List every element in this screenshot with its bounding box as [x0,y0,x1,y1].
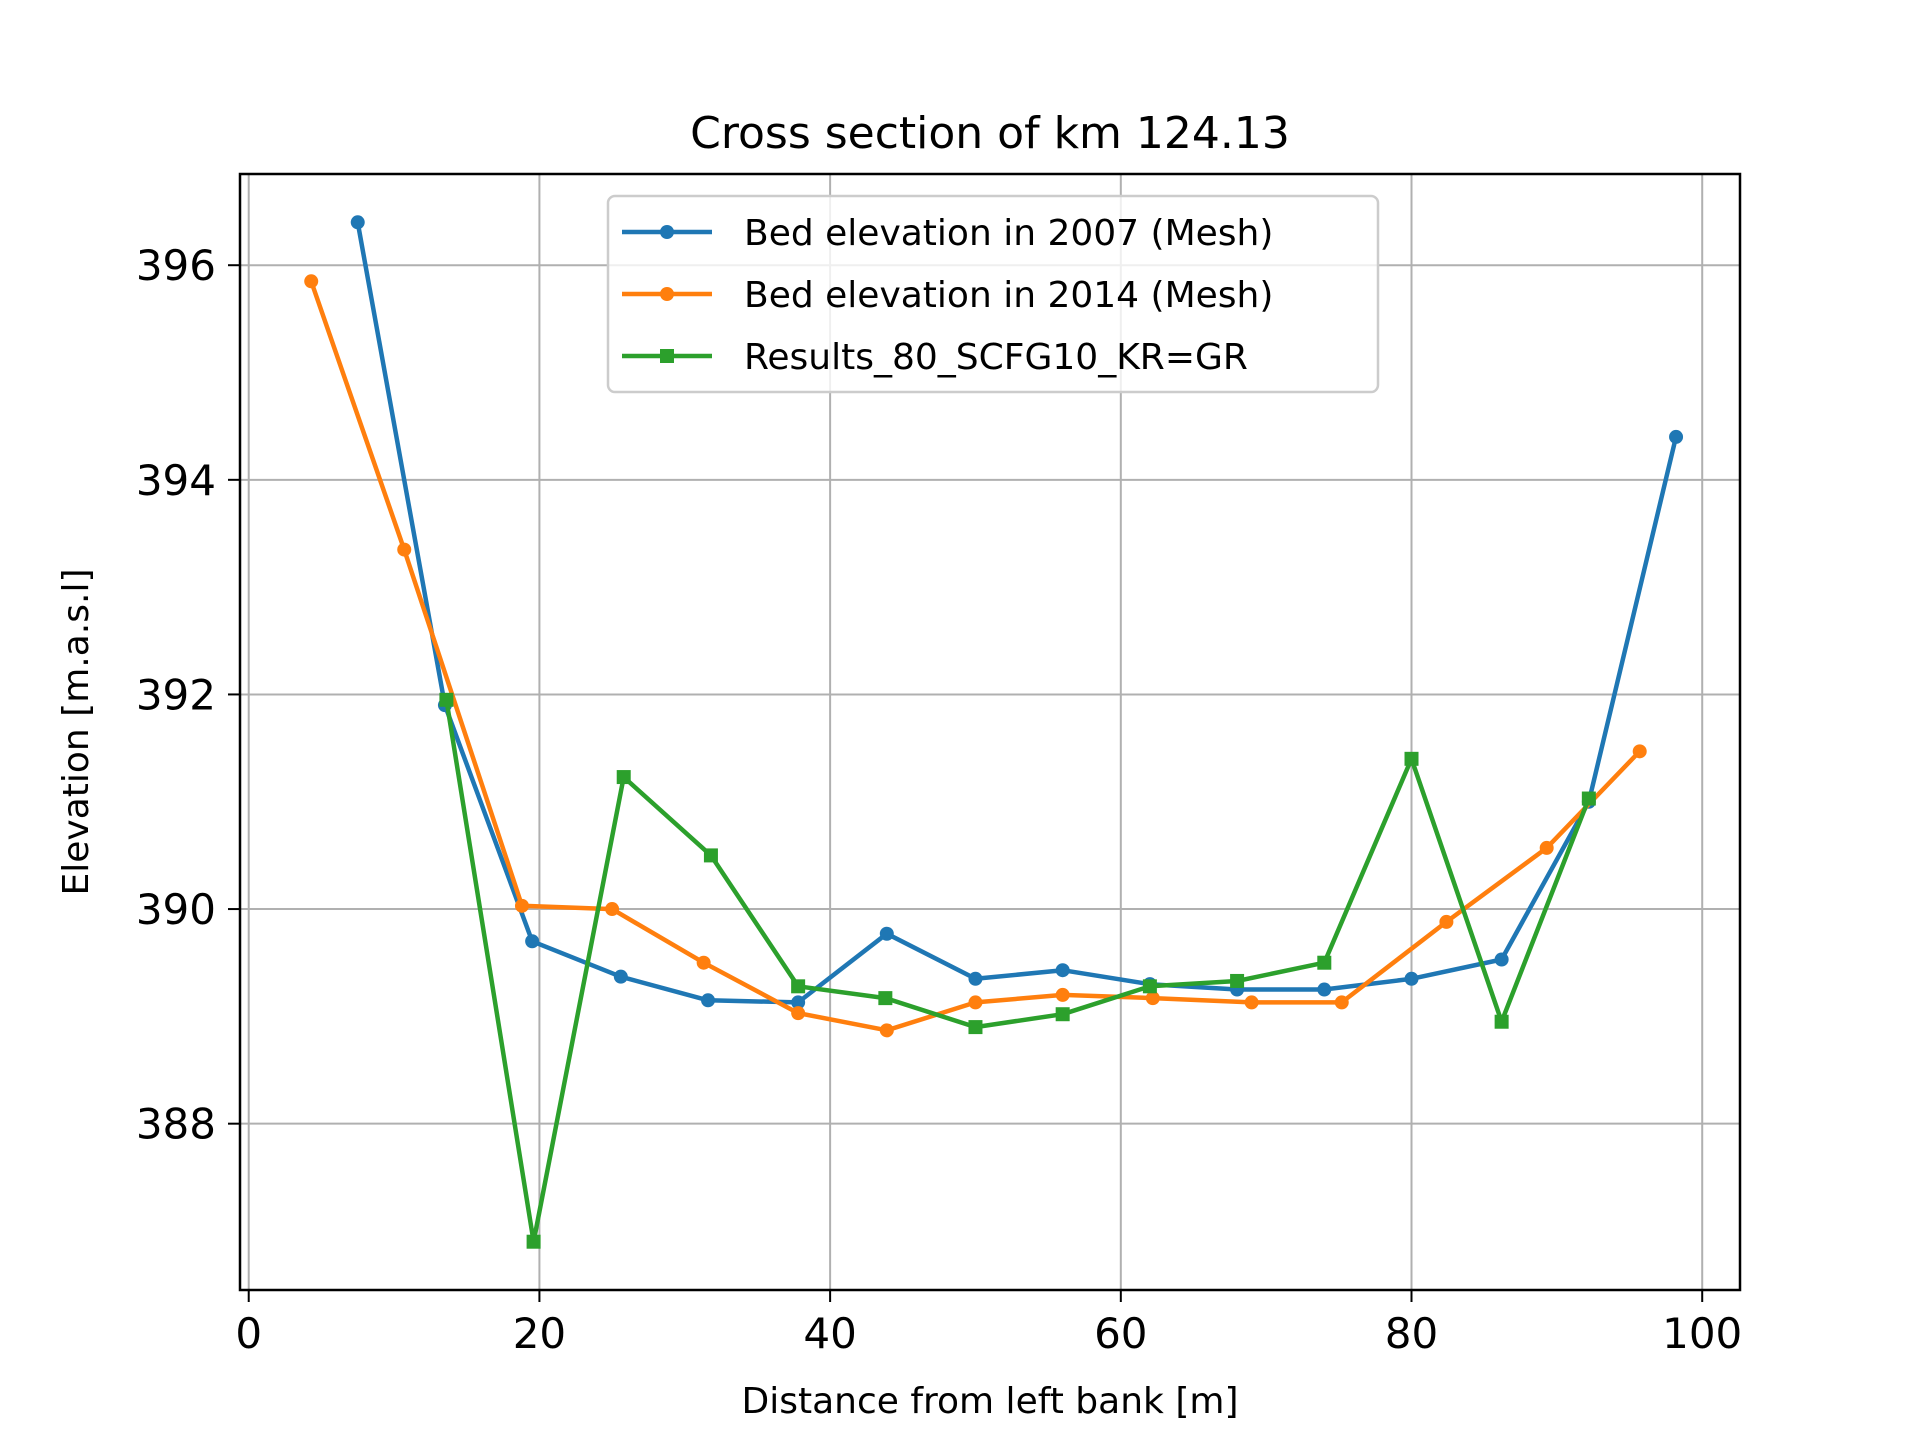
series-2-point [1439,914,1454,929]
series-1-point [791,995,806,1010]
series-2-point [1244,995,1259,1010]
plot-frame [238,172,1742,1292]
series-1-point [1669,429,1684,444]
series-2-point [1632,744,1647,759]
x-tick-label: 80 [1385,1309,1438,1358]
legend: Bed elevation in 2007 (Mesh) Bed elevatio… [606,194,1380,394]
y-axis-label: Elevation [m.a.s.l] [56,569,97,896]
chart-title: Cross section of km 124.13 [690,108,1290,159]
x-axis-ticks: 0 20 40 60 80 100 [235,1290,1742,1358]
y-tick-label: 392 [136,670,216,719]
series-3-point [878,991,893,1006]
y-tick-label: 396 [136,241,216,290]
series-3-point [439,692,454,707]
series-3-point [1142,979,1157,994]
series-2-point [1055,987,1070,1002]
series-layer [304,215,1684,1249]
series-2-point [791,1006,806,1021]
series-1-point [1317,982,1332,997]
legend-entry-3: Results_80_SCFG10_KR=GR [622,337,1248,378]
x-tick-label: 100 [1662,1309,1742,1358]
series-1-point [1404,971,1419,986]
series-2-point [514,898,529,913]
series-3-point [616,770,631,785]
series-2-point [605,902,620,917]
series-3-point [526,1234,541,1249]
legend-swatch-marker [660,349,674,363]
legend-frame [606,194,1380,394]
series-3-point [1494,1014,1509,1029]
series-3-line [444,699,1591,1244]
x-tick-label: 40 [803,1309,856,1358]
legend-label: Bed elevation in 2007 (Mesh) [744,213,1273,254]
legend-label: Results_80_SCFG10_KR=GR [744,337,1248,378]
series-2 [304,274,1647,1038]
series-1-point [701,993,716,1008]
y-tick-label: 390 [136,885,216,934]
x-axis-label: Distance from left bank [m] [741,1381,1238,1422]
series-2-point [304,274,319,289]
series-3 [439,692,1596,1249]
series-3-point [1404,751,1419,766]
series-2-point [879,1023,894,1038]
legend-swatch-marker [660,225,674,239]
legend-entry-1: Bed elevation in 2007 (Mesh) [622,213,1273,254]
series-1-point [613,969,628,984]
series-1-point [525,934,540,949]
series-2-point [1334,995,1349,1010]
series-2-point [397,542,412,557]
x-tick-label: 20 [513,1309,566,1358]
series-1-point [1055,963,1070,978]
series-2-point [1145,991,1160,1006]
series-1-point [968,971,983,986]
series-1-point [350,215,365,230]
series-3-point [1317,955,1332,970]
series-1-point [1494,952,1509,967]
series-3-point [1581,791,1596,806]
series-2-point [968,995,983,1010]
legend-swatch-marker [660,287,674,301]
series-3-point [791,979,806,994]
series-2-point [696,955,711,970]
series-3-point [703,848,718,863]
x-tick-label: 60 [1094,1309,1147,1358]
y-tick-label: 388 [136,1100,216,1149]
series-1-line [355,221,1679,1005]
x-tick-label: 0 [235,1309,262,1358]
series-2-point [1539,840,1554,855]
series-3-point [968,1020,983,1035]
legend-entry-2: Bed elevation in 2014 (Mesh) [622,275,1273,316]
series-3-point [1055,1007,1070,1022]
series-1-point [879,926,894,941]
legend-label: Bed elevation in 2014 (Mesh) [744,275,1273,316]
series-3-point [1230,973,1245,988]
y-axis-ticks: 388 390 392 394 396 [136,241,240,1149]
y-tick-label: 394 [136,456,216,505]
